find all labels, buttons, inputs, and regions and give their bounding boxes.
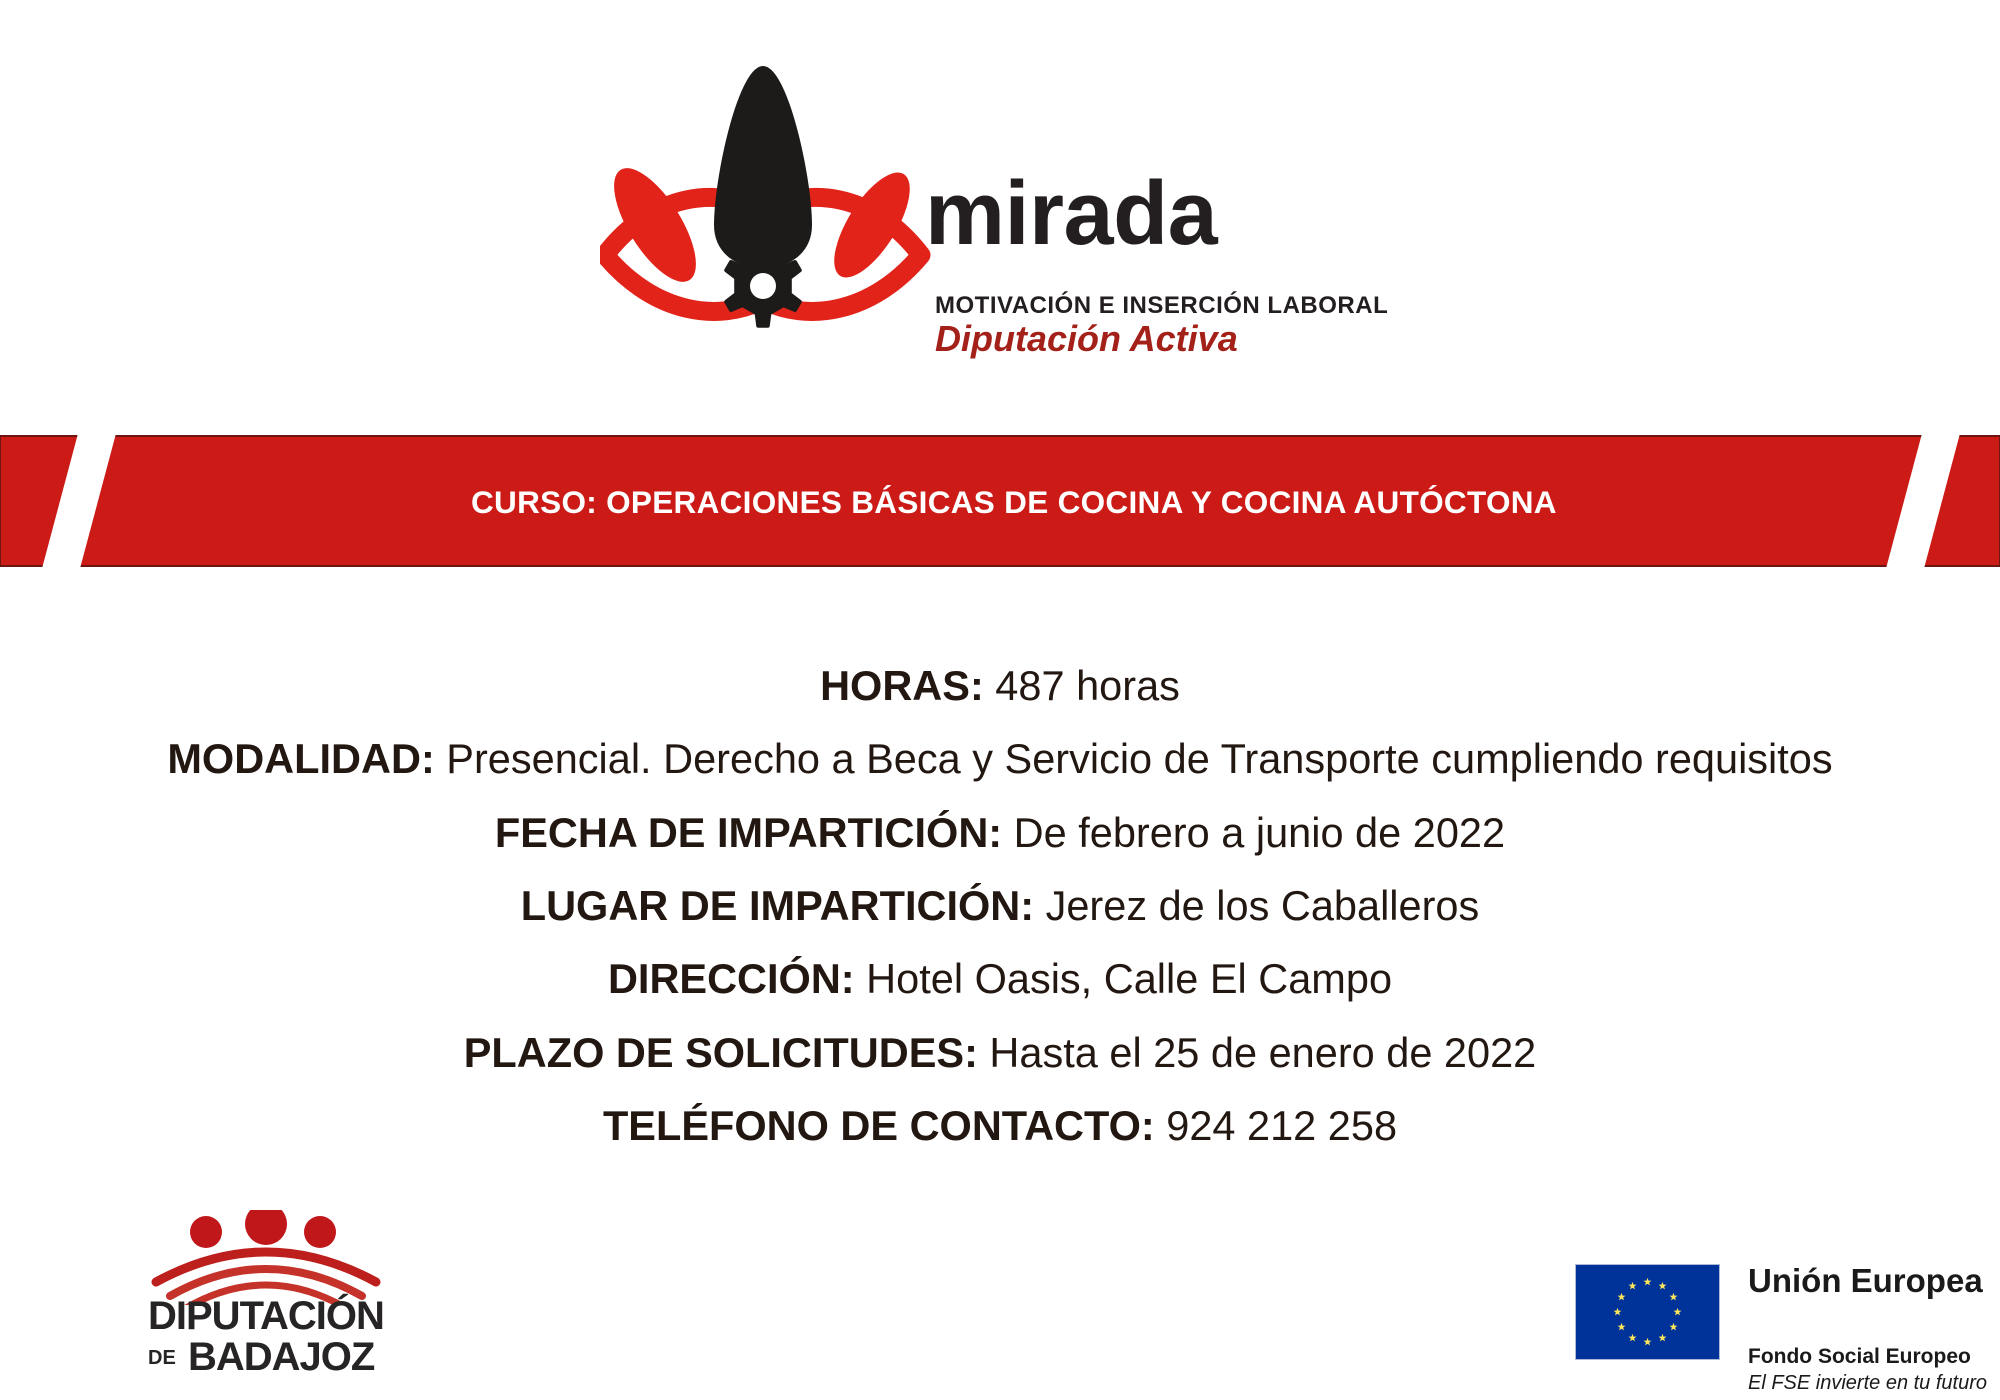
svg-text:CURSO: OPERACIONES BÁSICAS DE: CURSO: OPERACIONES BÁSICAS DE COCINA Y C…	[471, 484, 1557, 520]
